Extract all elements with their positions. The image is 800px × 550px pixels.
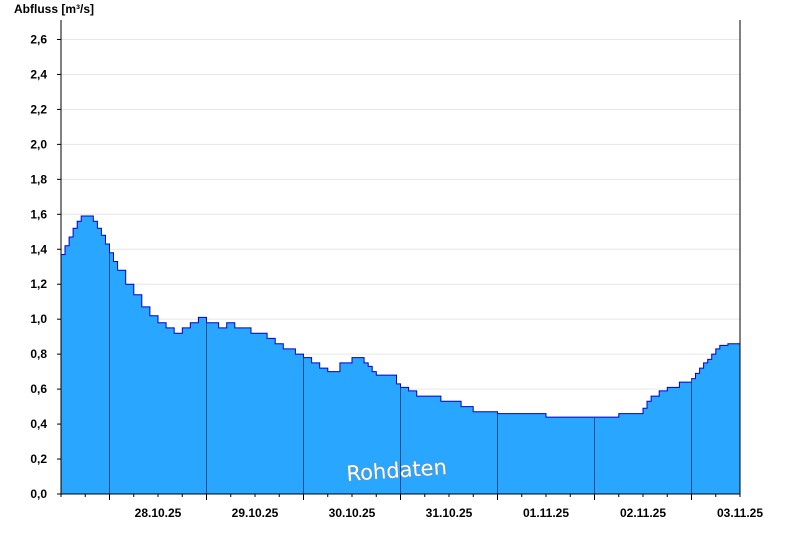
y-tick-layer: 0,0 0,2 0,4 0,6 0,8 1,0 1,2 1,4 1,6 1,8 2,0 2,2 2,4 2… xyxy=(30,32,61,501)
y-tick-label: 1,4 xyxy=(30,242,47,256)
y-tick-label: 1,8 xyxy=(30,172,47,186)
y-tick-label: 0,4 xyxy=(30,417,47,431)
y-axis-label: Abfluss [m³/s] xyxy=(14,2,94,16)
x-tick-label: 31.10.25 xyxy=(426,506,473,520)
x-tick-label: 30.10.25 xyxy=(329,506,376,520)
x-tick-label: 02.11.25 xyxy=(620,506,666,520)
x-tick-label: 29.10.25 xyxy=(232,506,279,520)
discharge-line xyxy=(61,215,741,418)
x-tick-label: 28.10.25 xyxy=(135,506,182,520)
y-tick-label: 2,2 xyxy=(30,102,47,116)
y-tick-label: 1,6 xyxy=(30,207,47,221)
y-tick-label: 0,2 xyxy=(30,452,47,466)
day-separator-layer xyxy=(109,252,692,494)
data-area-layer xyxy=(61,215,741,494)
y-tick-label: 2,6 xyxy=(30,32,47,46)
y-tick-label: 1,0 xyxy=(30,312,47,326)
x-tick-layer: 28.10.25 29.10.25 30.10.25 31.10.25 01.11.25… xyxy=(60,494,763,520)
y-tick-label: 0,0 xyxy=(30,487,47,501)
x-tick-label: 01.11.25 xyxy=(523,506,569,520)
y-tick-label: 0,8 xyxy=(30,347,47,361)
y-tick-label: 0,6 xyxy=(30,382,47,396)
y-tick-label: 1,2 xyxy=(30,277,47,291)
y-tick-label: 2,4 xyxy=(30,67,47,81)
y-tick-label: 2,0 xyxy=(30,137,47,151)
x-tick-label: 03.11.25 xyxy=(717,506,763,520)
discharge-area xyxy=(61,216,740,494)
